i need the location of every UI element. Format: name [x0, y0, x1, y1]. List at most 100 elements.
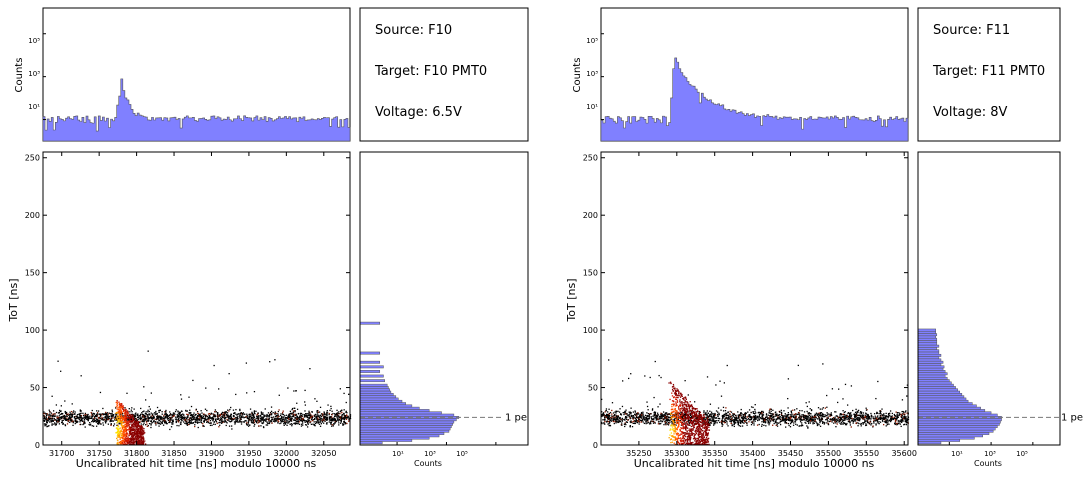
scatter-point: [896, 416, 898, 419]
scatter-point: [731, 424, 734, 426]
scatter-point: [826, 414, 828, 417]
scatter-point: [118, 412, 121, 414]
scatter-point: [754, 416, 756, 418]
scatter-point: [76, 416, 79, 419]
scatter-point: [165, 411, 167, 413]
scatter-point: [318, 415, 320, 417]
scatter-point: [641, 415, 643, 418]
scatter-point: [198, 419, 200, 422]
scatter-point: [622, 412, 624, 414]
scatter-point: [268, 422, 271, 425]
scatter-point: [155, 418, 158, 421]
scatter-point: [345, 410, 347, 412]
scatter-point: [160, 415, 162, 418]
scatter-point: [151, 415, 153, 417]
scatter-point: [243, 421, 245, 423]
scatter-point: [626, 421, 629, 424]
scatter-point: [856, 410, 858, 413]
scatter-point: [145, 413, 147, 415]
scatter-point: [769, 408, 771, 411]
scatter-point: [347, 415, 349, 418]
scatter-point: [218, 414, 220, 416]
scatter-point: [769, 416, 772, 418]
scatter-point: [338, 424, 340, 426]
scatter-point: [282, 412, 284, 414]
scatter-point: [628, 415, 630, 417]
scatter-point: [630, 412, 632, 415]
scatter-point: [857, 422, 859, 424]
right-panel: Counts 10¹ 10³ 10⁵ Source: F11 Target: F…: [565, 7, 1083, 470]
scatter-point: [115, 412, 117, 414]
scatter-point: [230, 414, 232, 416]
scatter-point: [127, 413, 129, 415]
scatter-point: [79, 414, 81, 416]
scatter-point: [323, 418, 325, 420]
scatter-point: [234, 421, 237, 423]
scatter-point: [809, 412, 811, 415]
scatter-point: [730, 422, 732, 425]
scatter-point: [263, 415, 265, 418]
scatter-point: [621, 418, 623, 420]
scatter-point: [898, 412, 901, 414]
scatter-point: [48, 413, 51, 415]
scatter-point: [257, 422, 259, 424]
scatter-point: [146, 425, 149, 427]
left-panel: Counts 10¹ 10³ 10⁵ Source: F10 Target: F…: [7, 7, 529, 470]
scatter-point: [140, 407, 142, 410]
scatter-point: [643, 419, 646, 421]
scatter-point: [128, 431, 131, 433]
scatter-point: [141, 413, 144, 416]
scatter-point: [235, 393, 237, 396]
scatter-point: [238, 415, 240, 417]
scatter-point: [116, 417, 118, 419]
scatter-point: [137, 442, 139, 444]
scatter-point: [166, 417, 169, 419]
scatter-point: [138, 439, 140, 441]
scatter-point: [205, 387, 207, 389]
scatter-point: [166, 418, 169, 420]
scatter-point: [126, 441, 129, 444]
scatter-point: [338, 419, 341, 421]
scatter-point: [895, 411, 897, 413]
scatter-point: [260, 419, 262, 421]
scatter-point: [44, 425, 46, 427]
scatter-point: [117, 433, 119, 436]
scatter-point: [633, 420, 636, 422]
scatter-point: [823, 423, 825, 425]
scatter-point: [130, 435, 133, 437]
scatter-point: [862, 414, 864, 416]
scatter-point: [326, 412, 329, 414]
scatter-point: [324, 416, 327, 418]
scatter-point: [316, 420, 319, 422]
scatter-point: [798, 411, 800, 414]
scatter-point: [116, 437, 118, 440]
scatter-point: [750, 418, 752, 421]
side-histogram-bar: [359, 418, 457, 422]
scatter-point: [92, 418, 94, 420]
scatter-point: [799, 421, 802, 423]
scatter-point: [746, 424, 748, 426]
scatter-point: [120, 422, 123, 424]
scatter-point: [330, 417, 332, 419]
scatter-point: [241, 416, 243, 419]
scatter-point: [329, 417, 331, 419]
scatter-point: [45, 416, 47, 418]
scatter-point: [117, 441, 119, 443]
scatter-point: [642, 411, 644, 413]
scatter-point: [229, 415, 232, 417]
scatter-point: [118, 420, 120, 422]
scatter-point: [326, 419, 329, 421]
scatter-point: [145, 421, 148, 423]
scatter-point: [240, 421, 243, 423]
scatter-point: [117, 418, 119, 420]
scatter-point: [124, 430, 126, 433]
scatter-point: [744, 415, 747, 418]
scatter-point: [177, 416, 180, 418]
scatter-point: [143, 416, 146, 418]
scatter-point: [71, 419, 73, 421]
scatter-point: [761, 423, 763, 426]
side-histogram-bar: [359, 422, 453, 426]
scatter-point: [818, 424, 820, 426]
scatter-point: [262, 420, 265, 422]
scatter-point: [878, 423, 880, 425]
